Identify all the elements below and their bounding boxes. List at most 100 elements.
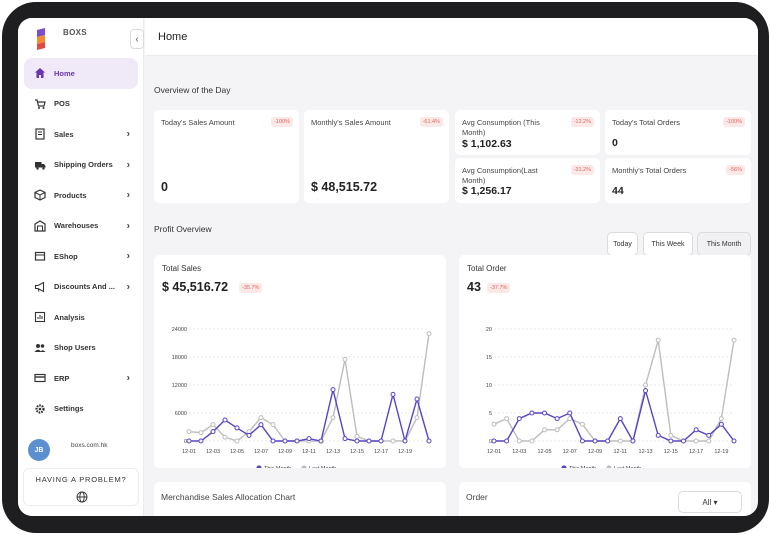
data-point[interactable] [306,436,312,442]
data-point[interactable] [414,396,420,402]
data-point[interactable] [342,436,348,442]
data-point[interactable] [731,438,737,444]
data-point[interactable] [258,422,264,428]
sidebar-item-discounts-and[interactable]: Discounts And ... › [24,272,138,303]
data-point[interactable] [542,410,548,416]
legend-swatch [256,465,262,468]
sidebar-item-shipping-orders[interactable]: Shipping Orders › [24,150,138,181]
x-tick-label: 12-05 [230,449,244,455]
data-point[interactable] [592,438,598,444]
data-point[interactable] [706,438,712,444]
data-point[interactable] [655,432,661,438]
data-point[interactable] [504,438,510,444]
sidebar-item-home[interactable]: Home [24,58,138,89]
data-point[interactable] [491,421,497,427]
data-point[interactable] [282,438,288,444]
data-point[interactable] [655,337,661,343]
data-point[interactable] [258,415,264,421]
legend-label[interactable]: This Month [569,466,596,468]
data-point[interactable] [706,432,712,438]
data-point[interactable] [617,416,623,422]
this-month-button[interactable]: This Month [697,232,751,256]
data-point[interactable] [605,438,611,444]
globe-icon[interactable] [76,491,88,503]
data-point[interactable] [579,438,585,444]
data-point[interactable] [270,438,276,444]
data-point[interactable] [542,427,548,433]
data-point[interactable] [617,438,623,444]
data-point[interactable] [378,438,384,444]
data-point[interactable] [643,388,649,394]
data-point[interactable] [390,438,396,444]
data-point[interactable] [731,337,737,343]
data-point[interactable] [222,417,228,423]
sidebar-item-shop-users[interactable]: Shop Users [24,333,138,364]
data-point[interactable] [668,438,674,444]
data-point[interactable] [390,391,396,397]
y-tick-label: 24000 [172,327,187,333]
data-point[interactable] [630,438,636,444]
data-point[interactable] [426,331,432,337]
data-point[interactable] [186,438,192,444]
data-point[interactable] [342,356,348,362]
data-point[interactable] [426,438,432,444]
sidebar-item-analysis[interactable]: Analysis [24,302,138,333]
data-point[interactable] [402,438,408,444]
data-point[interactable] [554,416,560,422]
data-point[interactable] [504,416,510,422]
data-point[interactable] [693,438,699,444]
data-point[interactable] [270,422,276,428]
data-point[interactable] [198,430,204,436]
data-point[interactable] [234,425,240,431]
data-point[interactable] [318,438,324,444]
sidebar-item-pos[interactable]: POS [24,89,138,120]
sidebar-item-products[interactable]: Products › [24,180,138,211]
today-button[interactable]: Today [607,232,638,256]
data-point[interactable] [529,438,535,444]
data-point[interactable] [718,421,724,427]
data-point[interactable] [186,429,192,435]
data-point[interactable] [567,410,573,416]
this-week-button[interactable]: This Week [643,232,693,256]
data-point[interactable] [414,415,420,421]
data-point[interactable] [366,438,372,444]
data-point[interactable] [516,416,522,422]
collapse-sidebar-button[interactable]: ‹ [130,29,144,49]
data-point[interactable] [294,438,300,444]
data-point[interactable] [668,432,674,438]
order-filter-dropdown[interactable]: All ▾ [678,491,742,513]
user-domain: boxs.com.hk [71,442,108,449]
data-point[interactable] [643,382,649,388]
help-box[interactable]: HAVING A PROBLEM? [23,468,139,506]
data-point[interactable] [198,438,204,444]
data-point[interactable] [210,429,216,435]
data-point[interactable] [554,427,560,433]
data-point[interactable] [529,410,535,416]
data-point[interactable] [579,421,585,427]
data-point[interactable] [718,416,724,422]
data-point[interactable] [680,438,686,444]
legend-label[interactable]: Last Month [309,466,336,468]
data-point[interactable] [693,427,699,433]
avatar[interactable]: JB [28,439,50,461]
data-point[interactable] [330,387,336,393]
data-point[interactable] [354,433,360,439]
data-point[interactable] [330,415,336,421]
sidebar-item-sales[interactable]: Sales › [24,119,138,150]
data-point[interactable] [491,438,497,444]
data-point[interactable] [354,438,360,444]
data-point[interactable] [234,438,240,444]
sidebar-item-settings[interactable]: Settings [24,394,138,425]
data-point[interactable] [222,434,228,440]
data-point[interactable] [246,432,252,438]
sidebar: BOXS ‹ Home POS Sales › Shipping Orders › Prod… [18,18,144,516]
receipt-icon [34,128,46,140]
legend-label[interactable]: Last Month [614,466,641,468]
data-point[interactable] [516,438,522,444]
sidebar-item-warehouses[interactable]: Warehouses › [24,211,138,242]
brand-logo-icon[interactable] [26,24,56,54]
sidebar-item-eshop[interactable]: EShop › [24,241,138,272]
data-point[interactable] [210,422,216,428]
legend-label[interactable]: This Month [264,466,291,468]
sidebar-item-erp[interactable]: ERP › [24,363,138,394]
